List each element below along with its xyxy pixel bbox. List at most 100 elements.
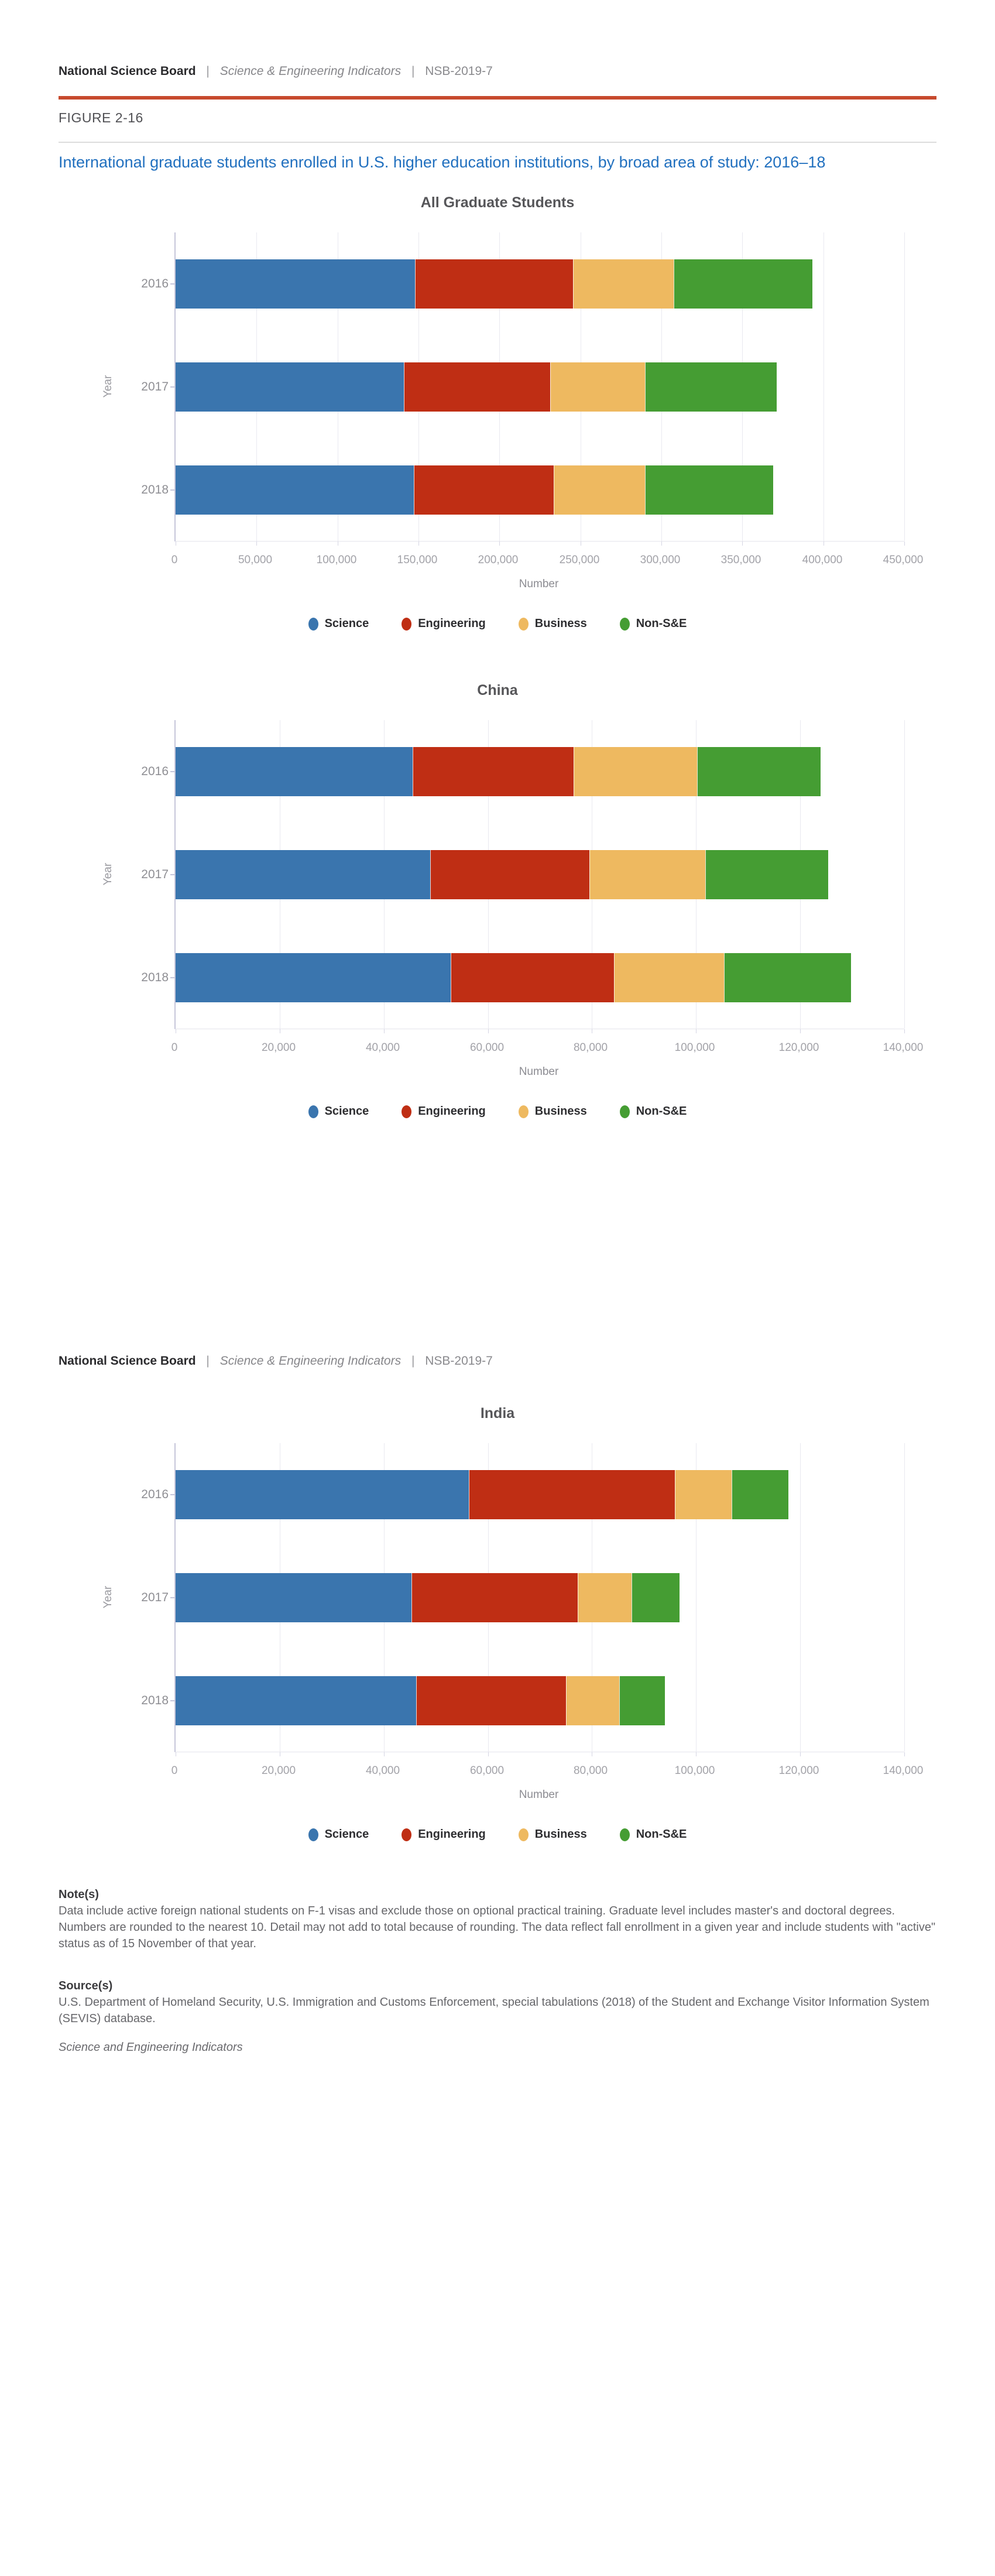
bar-segment-non-s-e (632, 1573, 680, 1622)
y-axis-tick (170, 1494, 174, 1495)
legend-item-business[interactable]: Business (518, 617, 587, 631)
bar-2017 (176, 362, 777, 412)
legend-item-engineering[interactable]: Engineering (402, 617, 486, 631)
x-axis-tick (488, 1029, 489, 1033)
sources-heading: Source(s) (59, 1979, 113, 1992)
year-label-2017: 2017 (141, 868, 169, 881)
bar-2016 (176, 1470, 788, 1519)
x-axis-tick (904, 542, 905, 546)
bar-segment-non-s-e (644, 362, 777, 412)
bar-segment-engineering (404, 362, 551, 412)
x-tick-label: 60,000 (469, 1042, 505, 1054)
x-tick-label: 140,000 (883, 1042, 924, 1054)
y-axis-tick (170, 977, 174, 978)
header-report-id: NSB-2019-7 (425, 1354, 493, 1368)
legend-label: Business (534, 617, 587, 630)
header-report-id: NSB-2019-7 (425, 64, 493, 78)
header-divider: | (411, 1354, 415, 1368)
bar-segment-business (550, 362, 645, 412)
x-tick-label: 350,000 (720, 554, 761, 566)
bar-segment-non-s-e (697, 747, 821, 796)
x-tick-label: 120,000 (778, 1042, 819, 1054)
bar-segment-non-s-e (674, 259, 812, 309)
legend-item-business[interactable]: Business (518, 1828, 587, 1841)
x-tick-label: 100,000 (674, 1042, 715, 1054)
bar-2017 (176, 850, 828, 899)
legend-item-engineering[interactable]: Engineering (402, 1105, 486, 1118)
gridline (800, 1443, 801, 1752)
legend-item-science[interactable]: Science (308, 617, 369, 631)
legend-item-non-s-e[interactable]: Non-S&E (619, 1105, 687, 1118)
year-label-2018: 2018 (141, 971, 169, 984)
bar-2017 (176, 1573, 680, 1622)
legend-marker-business (518, 1828, 529, 1841)
y-axis-tick (170, 283, 174, 285)
x-tick-label: 80,000 (573, 1765, 608, 1777)
legend-item-non-s-e[interactable]: Non-S&E (619, 617, 687, 631)
bar-2016 (176, 747, 821, 796)
x-axis-tick (800, 1029, 801, 1033)
bar-segment-science (176, 465, 414, 515)
legend-label: Non-S&E (636, 1828, 687, 1841)
x-axis-tick (256, 542, 257, 546)
y-axis-title: Year (102, 1585, 114, 1609)
bar-segment-science (176, 259, 416, 309)
x-axis-tick (499, 542, 500, 546)
document-header: National Science Board | Science & Engin… (59, 1354, 936, 1371)
x-tick-label: 100,000 (316, 554, 357, 566)
year-label-2016: 2016 (141, 1488, 169, 1501)
legend-marker-engineering (402, 1105, 412, 1118)
x-tick-label: 0 (171, 1765, 178, 1777)
legend-item-non-s-e[interactable]: Non-S&E (619, 1828, 687, 1841)
legend-marker-business (518, 617, 529, 631)
bar-segment-business (674, 1470, 732, 1519)
bar-segment-business (589, 850, 706, 899)
bar-2018 (176, 953, 851, 1002)
gridline (904, 232, 905, 541)
sources-section: Source(s) U.S. Department of Homeland Se… (59, 1978, 939, 2027)
x-tick-label: 40,000 (365, 1765, 400, 1777)
x-tick-label: 150,000 (397, 554, 438, 566)
plot-area (174, 232, 905, 546)
notes-body: Data include active foreign national stu… (59, 1904, 936, 1950)
y-axis-tick (170, 874, 174, 875)
bar-segment-science (176, 1573, 411, 1622)
legend-marker-non-s-e (619, 1828, 630, 1841)
bar-segment-engineering (430, 850, 590, 899)
bar-segment-engineering (451, 953, 614, 1002)
x-axis-title: Number (519, 1789, 559, 1801)
legend-marker-science (308, 617, 318, 631)
legend-item-science[interactable]: Science (308, 1105, 369, 1118)
x-axis-tick (488, 1752, 489, 1756)
bar-segment-science (176, 1470, 469, 1519)
bar-segment-engineering (468, 1470, 675, 1519)
header-divider: | (206, 64, 210, 78)
legend-label: Science (324, 1105, 369, 1118)
legend-label: Business (534, 1105, 587, 1118)
x-tick-label: 0 (171, 554, 178, 566)
year-label-2017: 2017 (141, 1591, 169, 1604)
legend-item-science[interactable]: Science (308, 1828, 369, 1841)
legend-label: Non-S&E (636, 617, 687, 630)
y-axis-tick (170, 1597, 174, 1598)
bar-segment-engineering (415, 259, 573, 309)
bar-segment-non-s-e (644, 465, 774, 515)
bar-2018 (176, 465, 774, 515)
chart-china: China Year Number Science Engineering Busi… (59, 682, 936, 1127)
legend-item-engineering[interactable]: Engineering (402, 1828, 486, 1841)
notes-section: Note(s) Data include active foreign nati… (59, 1886, 939, 1952)
legend-marker-non-s-e (619, 617, 630, 631)
figure-divider-rule (59, 142, 936, 143)
x-tick-label: 80,000 (573, 1042, 608, 1054)
legend-label: Science (324, 617, 369, 630)
bar-segment-engineering (411, 1573, 578, 1622)
x-axis-tick (661, 542, 662, 546)
document-header: National Science Board | Science & Engin… (59, 64, 936, 81)
x-tick-label: 20,000 (261, 1765, 296, 1777)
header-publication: Science & Engineering Indicators (219, 1354, 402, 1368)
legend-marker-science (308, 1105, 318, 1118)
legend-marker-business (518, 1105, 529, 1118)
x-axis-title: Number (519, 1066, 559, 1078)
bar-segment-non-s-e (731, 1470, 788, 1519)
legend-item-business[interactable]: Business (518, 1105, 587, 1118)
